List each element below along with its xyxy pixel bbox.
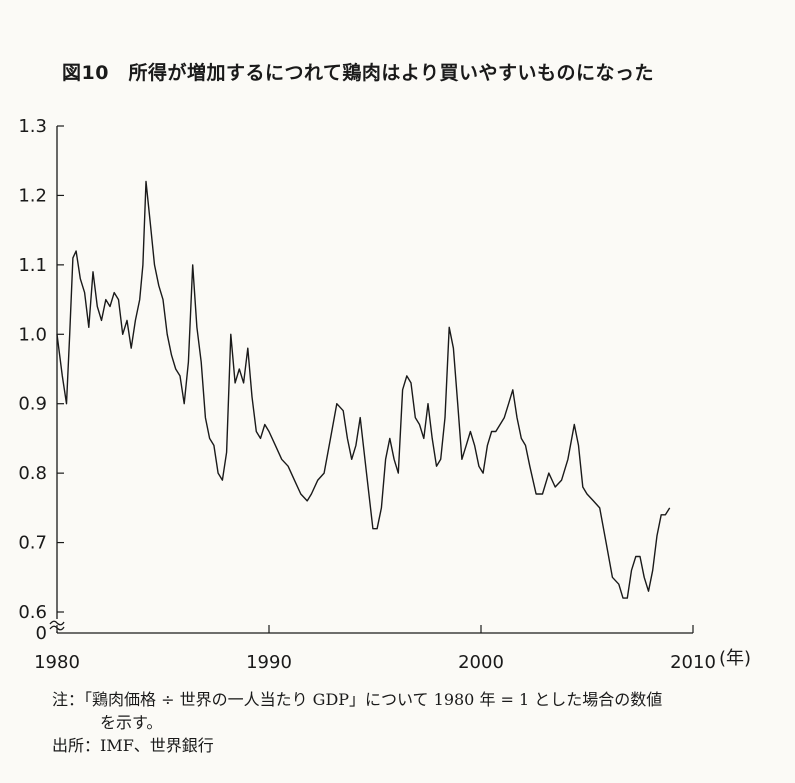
x-tick-label: 2010 — [670, 652, 716, 673]
x-tick-label: 2000 — [458, 652, 504, 673]
plot-area — [56, 180, 671, 599]
source-line: 出所：IMF、世界銀行 — [52, 736, 214, 755]
x-tick-label: 1990 — [246, 652, 292, 673]
ticks: 0.6 0.7 0.8 0.9 1.0 1.1 1.2 1.3 0 1980 1990 2000 201… — [18, 116, 751, 673]
y-tick-label: 1.1 — [18, 255, 47, 276]
series-line — [56, 180, 671, 599]
y-tick-label: 1.3 — [18, 116, 47, 137]
y-zero-label: 0 — [36, 623, 47, 644]
chart-notes: 注：「鶏肉価格 ÷ 世界の一人当たり GDP」について 1980 年 = 1 と… — [52, 688, 662, 757]
note-line-continued: を示す。 — [100, 713, 163, 732]
y-tick-label: 0.9 — [18, 394, 47, 415]
y-tick-label: 0.7 — [18, 533, 47, 554]
note-line: 注：「鶏肉価格 ÷ 世界の一人当たり GDP」について 1980 年 = 1 と… — [52, 690, 663, 709]
chart-title: 図10 所得が増加するにつれて鶏肉はより買いやすいものになった — [62, 62, 654, 84]
line-chart: 0.6 0.7 0.8 0.9 1.0 1.1 1.2 1.3 0 1980 1990 2000 201… — [18, 116, 751, 673]
y-tick-label: 0.6 — [18, 602, 47, 623]
x-tick-label: 1980 — [34, 652, 80, 673]
y-tick-label: 1.2 — [18, 185, 47, 206]
x-unit-label: (年) — [719, 648, 751, 669]
y-tick-label: 1.0 — [18, 324, 47, 345]
axis-break-mark — [49, 620, 65, 626]
y-tick-label: 0.8 — [18, 463, 47, 484]
axes — [49, 126, 693, 634]
